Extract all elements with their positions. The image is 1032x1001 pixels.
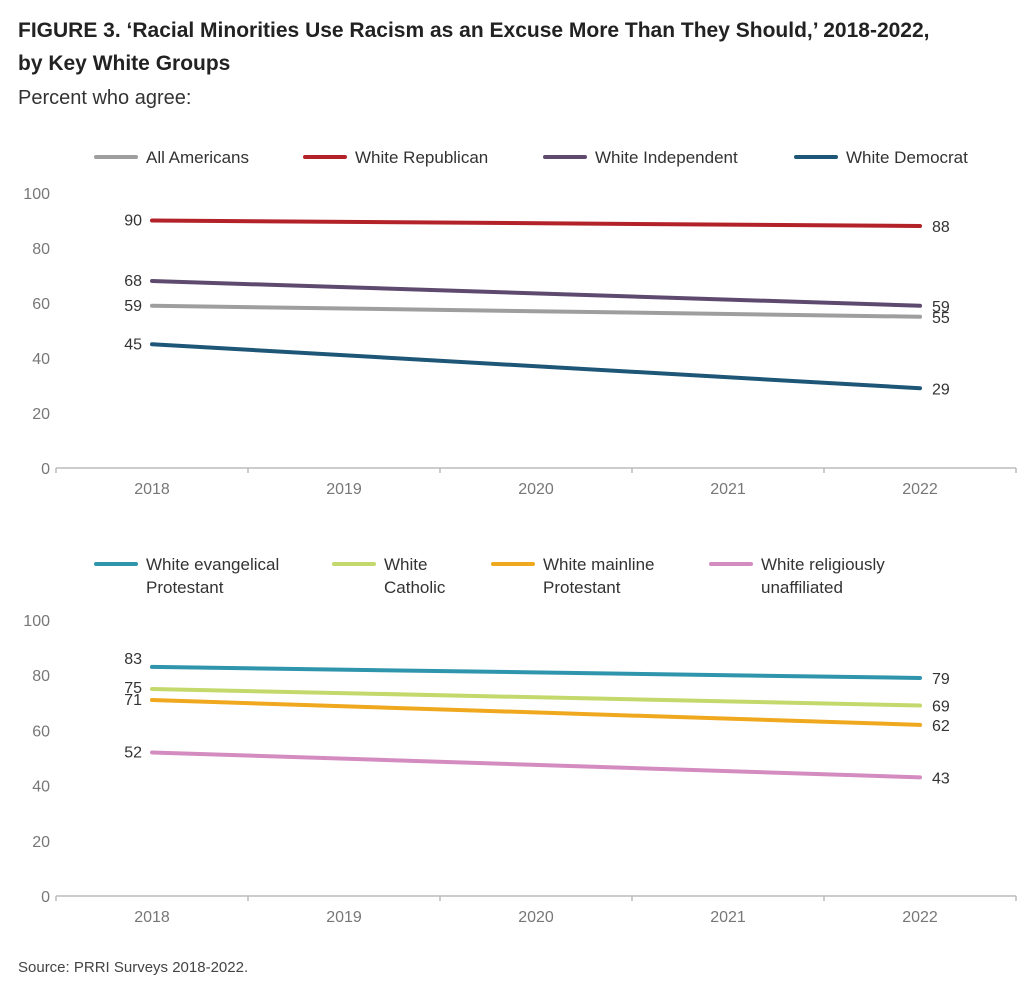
title-line-2: by Key White Groups bbox=[18, 52, 231, 75]
legend-label-1-1-1: Catholic bbox=[384, 578, 446, 597]
x-tick-label-0-1: 2019 bbox=[326, 481, 362, 498]
legend-label-0-1-0: White Republican bbox=[355, 148, 488, 167]
x-tick-label-1-4: 2022 bbox=[902, 909, 938, 926]
x-tick-label-1-0: 2018 bbox=[134, 909, 170, 926]
legend-label-1-2-0: White mainline bbox=[543, 555, 655, 574]
y-tick-label-0-1: 20 bbox=[32, 406, 50, 423]
legend-label-0-3-0: White Democrat bbox=[846, 148, 968, 167]
legend-label-0-2-0: White Independent bbox=[595, 148, 738, 167]
data-label-start-0-2: 68 bbox=[124, 273, 142, 290]
y-tick-label-1-2: 40 bbox=[32, 779, 50, 796]
y-tick-label-0-4: 80 bbox=[32, 241, 50, 258]
x-tick-label-1-2: 2020 bbox=[518, 909, 554, 926]
data-label-end-1-0: 79 bbox=[932, 671, 950, 688]
legend-label-0-0-0: All Americans bbox=[146, 148, 249, 167]
data-label-start-0-0: 59 bbox=[124, 298, 142, 315]
y-tick-label-0-2: 40 bbox=[32, 351, 50, 368]
y-tick-label-1-3: 60 bbox=[32, 723, 50, 740]
data-label-start-1-2: 71 bbox=[124, 692, 142, 709]
series-line-0-2 bbox=[150, 279, 922, 308]
series-line-0-1 bbox=[150, 218, 922, 228]
series-line-0-0 bbox=[150, 303, 922, 319]
y-tick-label-0-3: 60 bbox=[32, 296, 50, 313]
source-note: Source: PRRI Surveys 2018-2022. bbox=[18, 959, 249, 976]
data-label-start-0-3: 45 bbox=[124, 336, 142, 353]
chart-subtitle: Percent who agree: bbox=[18, 87, 192, 109]
series-line-1-0 bbox=[150, 664, 922, 680]
y-tick-label-1-0: 0 bbox=[41, 889, 50, 906]
data-label-start-0-1: 90 bbox=[124, 213, 142, 230]
data-label-start-1-1: 75 bbox=[124, 680, 142, 697]
data-label-end-0-2: 59 bbox=[932, 299, 950, 316]
chart-religious-groups: White evangelical Protestant White Catholic… bbox=[23, 555, 1017, 926]
series-line-1-3 bbox=[150, 750, 922, 780]
legend-label-1-0-1: Protestant bbox=[146, 578, 224, 597]
legend-label-1-3-1: unaffiliated bbox=[761, 578, 843, 597]
x-tick-label-0-0: 2018 bbox=[134, 481, 170, 498]
legend-label-1-3-0: White religiously bbox=[761, 555, 885, 574]
y-tick-label-1-5: 100 bbox=[23, 613, 50, 630]
series-line-1-1 bbox=[150, 687, 922, 708]
data-label-start-1-0: 83 bbox=[124, 651, 142, 668]
y-tick-label-0-0: 0 bbox=[41, 461, 50, 478]
x-tick-label-0-2: 2020 bbox=[518, 481, 554, 498]
title-line-1: FIGURE 3. ‘Racial Minorities Use Racism … bbox=[18, 19, 930, 42]
data-label-start-1-3: 52 bbox=[124, 744, 142, 761]
x-tick-label-1-1: 2019 bbox=[326, 909, 362, 926]
y-tick-label-0-5: 100 bbox=[23, 186, 50, 203]
chart-party-groups: All Americans White Republican White Indep… bbox=[23, 148, 1017, 498]
legend-label-1-2-1: Protestant bbox=[543, 578, 621, 597]
data-label-end-0-1: 88 bbox=[932, 219, 950, 236]
x-tick-label-0-4: 2022 bbox=[902, 481, 938, 498]
data-label-end-1-1: 69 bbox=[932, 699, 950, 716]
y-tick-label-1-1: 20 bbox=[32, 834, 50, 851]
series-line-1-2 bbox=[150, 698, 922, 727]
x-tick-label-0-3: 2021 bbox=[710, 481, 746, 498]
data-label-end-0-0: 55 bbox=[932, 310, 950, 327]
data-label-end-0-3: 29 bbox=[932, 381, 950, 398]
y-tick-label-1-4: 80 bbox=[32, 668, 50, 685]
legend-label-1-1-0: White bbox=[384, 555, 427, 574]
legend-label-1-0-0: White evangelical bbox=[146, 555, 279, 574]
figure-title: FIGURE 3. ‘Racial Minorities Use Racism … bbox=[18, 14, 1018, 80]
x-tick-label-1-3: 2021 bbox=[710, 909, 746, 926]
data-label-end-1-2: 62 bbox=[932, 718, 950, 735]
series-line-0-3 bbox=[150, 342, 922, 391]
data-label-end-1-3: 43 bbox=[932, 770, 950, 787]
